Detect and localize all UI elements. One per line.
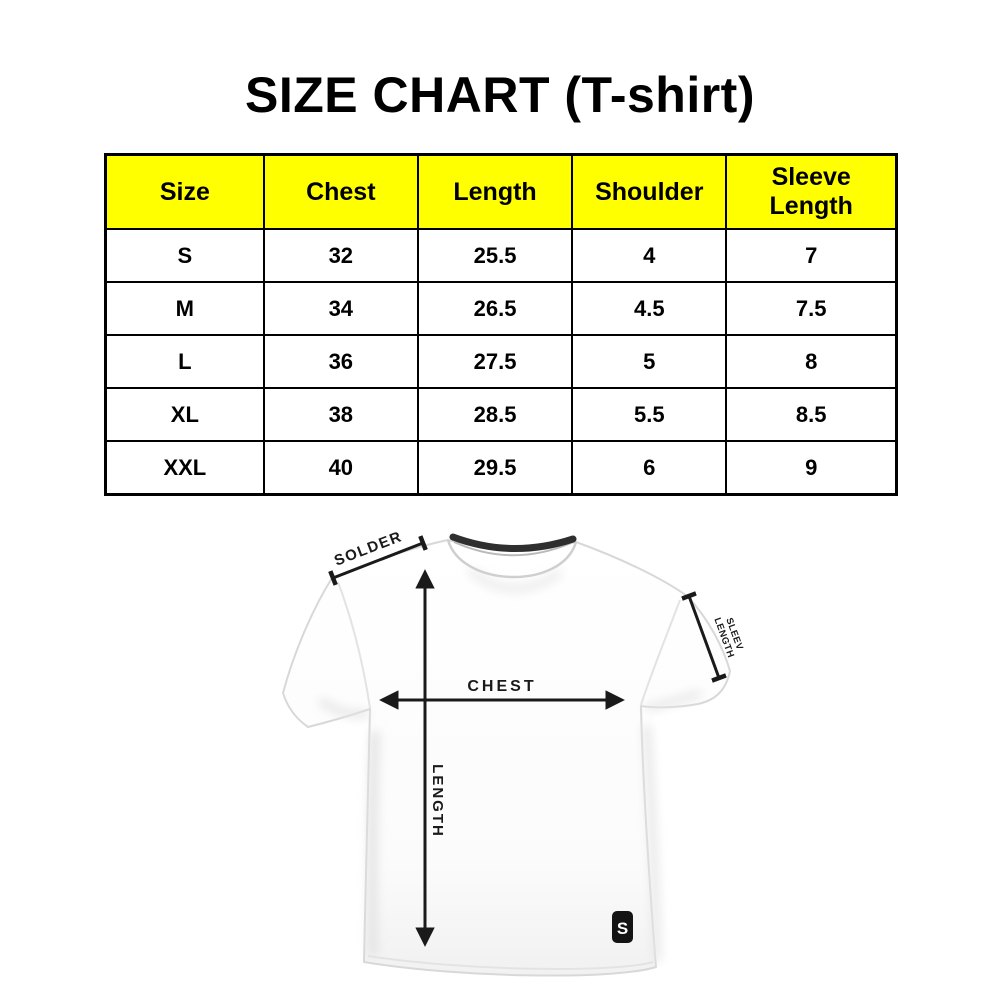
- cell-chest: 36: [262, 334, 419, 389]
- cell-shoulder: 4.5: [571, 281, 728, 336]
- header-sleeve-length: Sleeve Length: [725, 153, 898, 230]
- cell-sleeve-length: 8: [725, 334, 898, 389]
- cell-sleeve-length: 7.5: [725, 281, 898, 336]
- tshirt-body: [282, 539, 731, 977]
- header-shoulder: Shoulder: [571, 153, 728, 230]
- cell-size: S: [104, 228, 265, 283]
- cell-size: XXL: [104, 440, 265, 496]
- cell-shoulder: 4: [571, 228, 728, 283]
- neckline: [446, 539, 578, 579]
- table-row: S 32 25.5 4 7: [104, 228, 898, 283]
- chest-measure-label: CHEST: [467, 678, 536, 695]
- cell-shoulder: 5.5: [571, 387, 728, 442]
- shirt-shading: [318, 567, 702, 962]
- table-row: M 34 26.5 4.5 7.5: [104, 281, 898, 336]
- cell-size: M: [104, 281, 265, 336]
- brand-logo-letter: S: [617, 919, 628, 938]
- table-row: XXL 40 29.5 6 9: [104, 440, 898, 496]
- cell-size: XL: [104, 387, 265, 442]
- header-length: Length: [416, 153, 574, 230]
- left-sleeve-seam: [337, 581, 371, 709]
- cell-length: 29.5: [416, 440, 574, 496]
- tshirt-measurement-diagram: SOLDER CHEST LENGTH SLEEV LENGTH S: [282, 528, 745, 977]
- cell-sleeve-length: 7: [725, 228, 898, 283]
- cell-shoulder: 5: [571, 334, 728, 389]
- page-title: SIZE CHART (T-shirt): [245, 67, 755, 123]
- cell-length: 26.5: [416, 281, 574, 336]
- cell-sleeve-length: 8.5: [725, 387, 898, 442]
- cell-length: 27.5: [416, 334, 574, 389]
- cell-length: 25.5: [416, 228, 574, 283]
- right-sleeve-seam: [640, 599, 681, 706]
- sleeve-measure-line: [681, 591, 727, 683]
- cell-length: 28.5: [416, 387, 574, 442]
- hem-seam: [367, 955, 654, 970]
- length-measure-label: LENGTH: [429, 764, 446, 838]
- collar-inner-line: [453, 541, 572, 557]
- table-row: XL 38 28.5 5.5 8.5: [104, 387, 898, 442]
- cell-shoulder: 6: [571, 440, 728, 496]
- brand-logo: S: [612, 911, 633, 943]
- cell-chest: 34: [262, 281, 419, 336]
- cell-sleeve-length: 9: [725, 440, 898, 496]
- cell-chest: 38: [262, 387, 419, 442]
- header-row: Size Chest Length Shoulder Sleeve Length: [104, 153, 898, 230]
- header-chest: Chest: [262, 153, 419, 230]
- size-chart-table: Size Chest Length Shoulder Sleeve Length…: [104, 153, 898, 496]
- shoulder-measure-line: [328, 535, 428, 586]
- cell-chest: 40: [262, 440, 419, 496]
- table-row: L 36 27.5 5 8: [104, 334, 898, 389]
- header-size: Size: [104, 153, 265, 230]
- cell-size: L: [104, 334, 265, 389]
- cell-chest: 32: [262, 228, 419, 283]
- collar-band: [449, 533, 577, 552]
